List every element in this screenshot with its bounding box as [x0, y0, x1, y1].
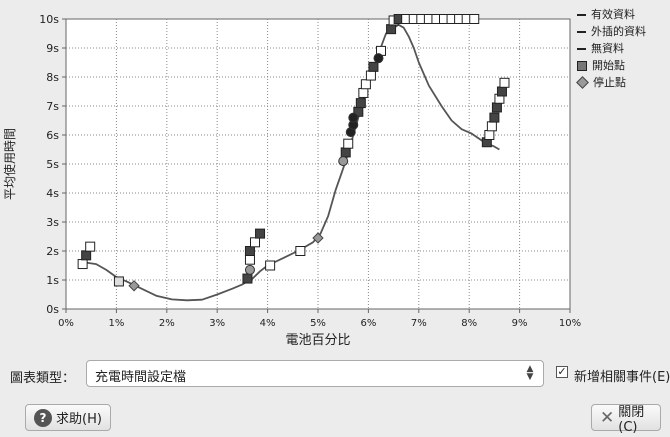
- y-tick-label: 0s: [46, 303, 59, 316]
- circle-marker: [373, 53, 384, 64]
- start-point-marker: [499, 77, 510, 88]
- x-tick-label: 2%: [159, 318, 175, 329]
- start-point-marker: [365, 70, 376, 81]
- y-tick-label: 10s: [39, 13, 59, 26]
- start-point-marker: [77, 259, 88, 270]
- y-tick-label: 7s: [46, 100, 59, 113]
- start-point-marker: [360, 79, 371, 90]
- y-tick-label: 5s: [46, 158, 59, 171]
- y-tick-label: 8s: [46, 71, 59, 84]
- x-tick-label: 0%: [58, 318, 74, 329]
- start-point-marker: [81, 250, 92, 261]
- add-events-label: 新增相關事件(E): [574, 370, 670, 385]
- legend-item-start-point: 開始點: [577, 57, 667, 74]
- x-axis-label: 電池百分比: [285, 333, 350, 348]
- x-tick-label: 10%: [559, 318, 581, 329]
- graph-controls: 圖表類型： 充電時間設定檔 ▲ ▼ ✓ 新增相關事件(E): [0, 355, 670, 393]
- graph-type-label: 圖表類型：: [10, 371, 76, 386]
- legend-line-swatch: [577, 30, 586, 33]
- x-tick-label: 5%: [310, 318, 326, 329]
- y-tick-label: 2s: [46, 245, 59, 258]
- start-point-marker: [484, 130, 495, 140]
- circle-marker: [244, 264, 255, 275]
- x-tick-label: 7%: [411, 318, 427, 329]
- circle-marker: [338, 156, 349, 167]
- start-point-marker: [489, 112, 500, 123]
- stop-point-marker: [312, 232, 324, 244]
- legend-diamond-swatch: [576, 76, 589, 89]
- help-icon: ?: [34, 408, 52, 427]
- legend-item-extrapolated-data: 外插的資料: [577, 23, 667, 40]
- close-button-label: 關閉(C): [618, 404, 645, 435]
- legend-label: 有效資料: [591, 8, 635, 21]
- circle-marker: [348, 112, 359, 123]
- x-tick-label: 3%: [209, 318, 225, 329]
- x-tick-label: 4%: [260, 318, 276, 329]
- y-tick-label: 3s: [46, 216, 59, 229]
- start-point-marker: [486, 121, 497, 132]
- start-point-marker: [244, 254, 255, 265]
- start-point-marker: [496, 86, 507, 97]
- series-line: [86, 23, 500, 302]
- close-icon: ✕: [600, 407, 615, 428]
- start-point-marker: [295, 246, 306, 256]
- legend-label: 外插的資料: [591, 25, 646, 38]
- start-point-marker: [386, 24, 397, 35]
- updown-chevron-icon: ▲ ▼: [526, 364, 534, 382]
- start-point-marker: [242, 273, 253, 284]
- graph-type-value: 充電時間設定檔: [95, 370, 187, 385]
- start-point-marker: [255, 228, 266, 239]
- start-point-marker: [469, 14, 480, 24]
- x-tick-label: 8%: [461, 318, 477, 329]
- chart-legend: 有效資料 外插的資料 無資料 開始點 停止點: [576, 6, 667, 91]
- start-point-marker: [340, 147, 351, 158]
- x-tick-label: 9%: [512, 318, 528, 329]
- legend-item-valid-data: 有效資料: [577, 6, 667, 23]
- legend-square-swatch: [577, 60, 587, 71]
- y-tick-label: 1s: [46, 274, 59, 287]
- start-point-marker: [244, 246, 255, 256]
- help-button[interactable]: ? 求助(H): [25, 404, 111, 431]
- start-point-marker: [355, 98, 366, 109]
- start-point-marker: [250, 237, 260, 248]
- start-point-marker: [368, 61, 379, 72]
- add-events-checkbox[interactable]: ✓: [556, 365, 568, 378]
- start-point-marker: [265, 260, 276, 271]
- legend-label: 無資料: [591, 42, 624, 55]
- legend-label: 開始點: [592, 59, 625, 72]
- chart-area: 0% 1% 2% 3% 4% 5% 6% 7% 8% 9% 10% 0s 1s 2s 3s 4s 5s 6s 7s 8…: [2, 13, 581, 348]
- start-point-marker: [491, 102, 502, 113]
- y-tick-label: 9s: [46, 42, 59, 55]
- start-point-marker: [358, 87, 369, 98]
- legend-item-stop-point: 停止點: [576, 74, 667, 91]
- y-tick-label: 6s: [46, 129, 59, 142]
- legend-label: 停止點: [593, 76, 626, 89]
- close-button[interactable]: ✕ 關閉(C): [591, 404, 661, 435]
- legend-line-swatch: [577, 13, 586, 16]
- y-axis-label: 平均使用時間: [2, 128, 17, 200]
- start-point-marker: [85, 241, 96, 252]
- x-tick-label: 1%: [108, 318, 124, 329]
- help-button-label: 求助(H): [56, 412, 102, 427]
- stop-point-marker: [128, 280, 140, 292]
- legend-line-swatch: [577, 47, 586, 50]
- graph-type-select[interactable]: 充電時間設定檔 ▲ ▼: [86, 360, 544, 387]
- grid-lines: [66, 19, 570, 309]
- y-tick-label: 4s: [46, 187, 59, 200]
- series-layer: [77, 14, 510, 302]
- start-point-marker: [343, 138, 354, 149]
- axis-ticks: 0% 1% 2% 3% 4% 5% 6% 7% 8% 9% 10% 0s 1s 2s 3s 4s 5s 6s 7s 8…: [39, 13, 581, 329]
- start-point-marker: [113, 276, 124, 287]
- legend-item-no-data: 無資料: [577, 40, 667, 57]
- x-tick-label: 6%: [360, 318, 376, 329]
